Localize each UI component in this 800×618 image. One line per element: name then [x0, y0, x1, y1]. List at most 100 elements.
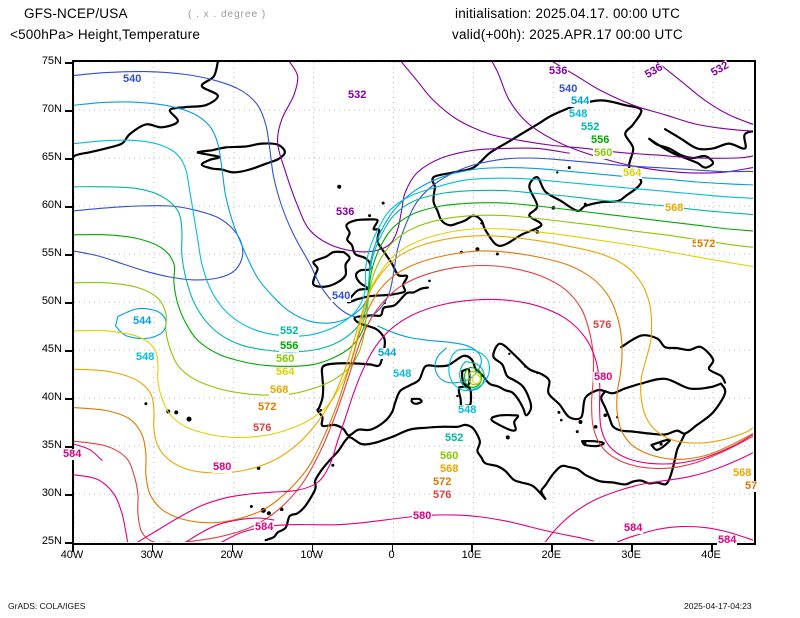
coast-island-speck — [174, 410, 179, 415]
coast-russian-arctic — [664, 128, 753, 151]
contour-label-576: 576 — [252, 422, 273, 434]
x-axis-tick-30W: 30W — [140, 549, 164, 561]
y-axis-tick-65N: 65N — [41, 151, 62, 163]
contour-label-544: 544 — [377, 347, 398, 359]
coast-island-speck — [279, 507, 284, 512]
coast-island-speck — [508, 352, 511, 356]
contour-label-568: 568 — [439, 463, 460, 475]
coast-western-europe — [316, 286, 723, 437]
contour-line-548 — [74, 139, 753, 337]
contour-label-540: 540 — [331, 290, 352, 302]
x-axis-tick-mark — [72, 545, 74, 552]
contour-line-544 — [74, 101, 753, 324]
coast-island-speck — [603, 413, 608, 418]
coast-crete — [581, 439, 605, 448]
contour-label-556: 556 — [279, 340, 300, 352]
map-plot-area: 540 532 536 536 532 540 544 548 552 556 560 564 568 5… — [62, 59, 759, 546]
contour-label-584: 584 — [254, 521, 275, 533]
contour-line-532 — [491, 62, 753, 174]
x-axis-tick-mark — [551, 545, 553, 552]
contour-label-548: 548 — [457, 404, 478, 416]
contour-line-584 — [221, 514, 594, 542]
y-axis-tick-75N: 75N — [41, 55, 62, 67]
coast-ireland — [311, 250, 351, 288]
contour-line-540 — [74, 70, 753, 319]
contour-line-576 — [185, 264, 753, 542]
y-axis-tick-25N: 25N — [41, 535, 62, 547]
contour-line-576 — [74, 440, 171, 542]
coast-white-sea — [648, 137, 715, 169]
coast-great-britain — [345, 218, 409, 304]
generation-timestamp: 2025-04-17-04:23 — [684, 601, 752, 611]
coast-island-speck — [575, 430, 579, 434]
contour-map-svg — [74, 62, 753, 542]
contour-line-536 — [277, 62, 570, 253]
coast-island-speck — [659, 442, 663, 446]
x-axis-tick-mark — [311, 545, 314, 552]
contour-label-580: 580 — [593, 371, 614, 383]
contour-label-560: 560 — [439, 450, 460, 462]
model-name: GFS-NCEP/USA — [24, 6, 128, 21]
x-axis-tick-40E: 40E — [701, 549, 721, 561]
contour-label-560: 560 — [593, 147, 614, 159]
coast-greenland — [74, 62, 219, 158]
coast-island-speck — [559, 418, 563, 422]
coast-corsica — [461, 367, 471, 387]
y-axis-tick-mark — [65, 494, 72, 496]
contour-label-544: 544 — [132, 315, 153, 327]
coast-island-speck — [567, 166, 571, 170]
contour-line-580 — [74, 474, 129, 542]
initialisation-time: initialisation: 2025.04.17. 00:00 UTC — [455, 6, 681, 21]
coast-island-speck — [505, 435, 510, 440]
coast-island-speck — [428, 279, 431, 283]
coast-island-speck — [495, 252, 499, 256]
coast-sicily — [490, 414, 520, 432]
contour-line-532 — [656, 62, 753, 125]
coast-island-speck — [524, 365, 527, 368]
contour-line-536 — [552, 62, 753, 132]
contour-line-568 — [74, 235, 753, 474]
contour-label-560: 560 — [275, 353, 296, 365]
coast-island-speck — [593, 425, 598, 429]
y-axis-tick-35N: 35N — [41, 439, 62, 451]
y-axis-tick-55N: 55N — [41, 247, 62, 259]
coast-iceland — [196, 142, 286, 174]
contour-label-572: 572 — [696, 238, 717, 250]
contour-label-564: 564 — [622, 167, 643, 179]
coast-island-speck — [337, 184, 342, 189]
coast-island-speck — [249, 504, 253, 508]
contour-line-556 — [74, 202, 753, 367]
y-axis-tick-60N: 60N — [41, 199, 62, 211]
contour-line-540 — [74, 205, 244, 281]
coast-black-sea-north — [620, 334, 727, 384]
y-axis-tick-mark — [65, 446, 72, 448]
coast-island-speck — [536, 371, 539, 375]
y-axis-tick-40N: 40N — [41, 391, 62, 403]
coast-island-speck — [475, 247, 480, 252]
coast-island-speck — [578, 420, 583, 424]
contour-label-548: 548 — [568, 108, 589, 120]
x-axis-tick-20E: 20E — [541, 549, 562, 561]
x-axis-tick-mark — [151, 545, 154, 552]
y-axis-tick-mark — [65, 158, 72, 160]
contour-label-568: 568 — [269, 384, 290, 396]
coast-balearics — [410, 397, 423, 405]
contour-label-584: 584 — [717, 534, 738, 546]
contour-label-584: 584 — [62, 448, 83, 460]
coast-turkey-levant — [600, 382, 727, 436]
contour-label-552: 552 — [444, 432, 465, 444]
contour-line-584 — [74, 443, 103, 461]
valid-time: valid(+00h): 2025.APR.17 00:00 UTC — [452, 27, 683, 42]
x-axis-tick-mark — [231, 545, 234, 552]
resolution-note: ( . x . degree ) — [188, 9, 267, 20]
contour-label-552: 552 — [580, 121, 601, 133]
map-canvas — [74, 62, 754, 543]
x-axis-tick-mark — [471, 545, 473, 552]
contour-line-552 — [74, 186, 753, 353]
x-axis-tick-10W: 10W — [300, 549, 323, 561]
y-axis-tick-30N: 30N — [41, 487, 62, 499]
coast-cyprus — [650, 438, 672, 451]
y-axis-tick-mark — [65, 62, 72, 64]
y-axis-tick-50N: 50N — [41, 295, 62, 307]
